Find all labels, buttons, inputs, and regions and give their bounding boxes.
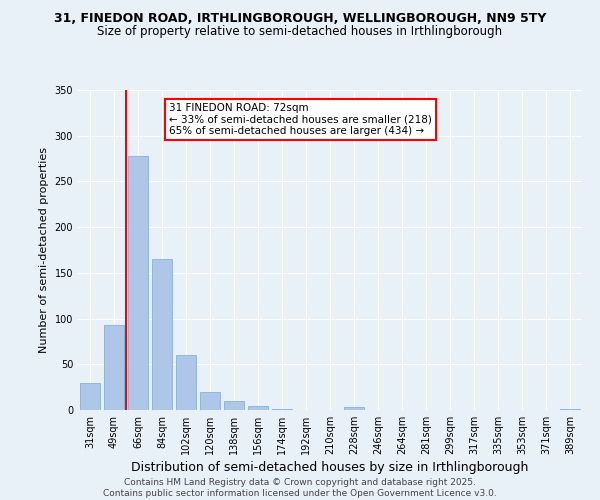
Bar xyxy=(224,401,244,410)
Bar xyxy=(104,325,124,410)
X-axis label: Distribution of semi-detached houses by size in Irthlingborough: Distribution of semi-detached houses by … xyxy=(131,461,529,474)
Bar xyxy=(272,409,292,410)
Y-axis label: Number of semi-detached properties: Number of semi-detached properties xyxy=(39,147,49,353)
Text: 31 FINEDON ROAD: 72sqm
← 33% of semi-detached houses are smaller (218)
65% of se: 31 FINEDON ROAD: 72sqm ← 33% of semi-det… xyxy=(169,103,431,136)
Bar xyxy=(248,406,268,410)
Bar xyxy=(344,408,364,410)
Text: Size of property relative to semi-detached houses in Irthlingborough: Size of property relative to semi-detach… xyxy=(97,25,503,38)
Bar xyxy=(128,156,148,410)
Bar xyxy=(176,355,196,410)
Bar xyxy=(560,409,580,410)
Bar xyxy=(200,392,220,410)
Bar xyxy=(80,382,100,410)
Text: Contains HM Land Registry data © Crown copyright and database right 2025.
Contai: Contains HM Land Registry data © Crown c… xyxy=(103,478,497,498)
Bar xyxy=(152,259,172,410)
Text: 31, FINEDON ROAD, IRTHLINGBOROUGH, WELLINGBOROUGH, NN9 5TY: 31, FINEDON ROAD, IRTHLINGBOROUGH, WELLI… xyxy=(54,12,546,26)
